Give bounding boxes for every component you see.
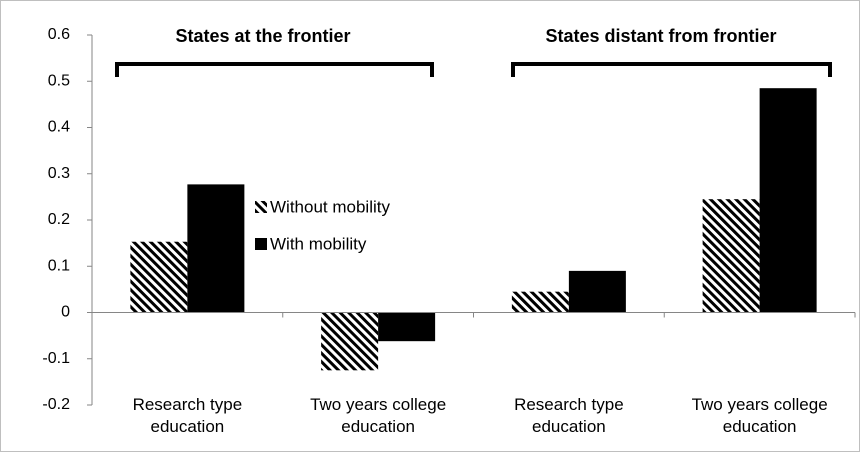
bar: [378, 312, 436, 342]
bracket: [511, 62, 832, 77]
annotation: States at the frontier: [175, 26, 350, 46]
y-tick-label: 0.1: [48, 257, 70, 274]
bracket: [115, 62, 434, 77]
x-tick-label: Two years college education: [691, 395, 828, 436]
y-tick-label: 0.2: [48, 211, 70, 228]
annotation: States distant from frontier: [545, 26, 776, 46]
bar: [568, 270, 626, 313]
bar: [130, 241, 188, 313]
y-tick-label: 0.4: [48, 119, 70, 136]
x-tick-label: Research type education: [132, 395, 243, 436]
legend-swatch: [255, 201, 267, 213]
bar: [321, 312, 379, 371]
y-tick-label: 0.3: [48, 165, 70, 182]
y-tick-label: 0.5: [48, 72, 70, 89]
bar: [187, 184, 245, 313]
legend-label: With mobility: [270, 234, 367, 253]
y-tick-label: -0.1: [42, 350, 70, 367]
bar: [702, 199, 760, 313]
y-tick-label: 0: [61, 304, 70, 321]
bar: [759, 88, 817, 313]
bar: [511, 291, 569, 313]
y-tick-label: -0.2: [42, 396, 70, 413]
legend-swatch: [255, 238, 267, 250]
legend-label: Without mobility: [270, 197, 390, 216]
y-tick-label: 0.6: [48, 26, 70, 43]
x-tick-label: Two years college education: [310, 395, 447, 436]
x-tick-label: Research type education: [514, 395, 624, 436]
